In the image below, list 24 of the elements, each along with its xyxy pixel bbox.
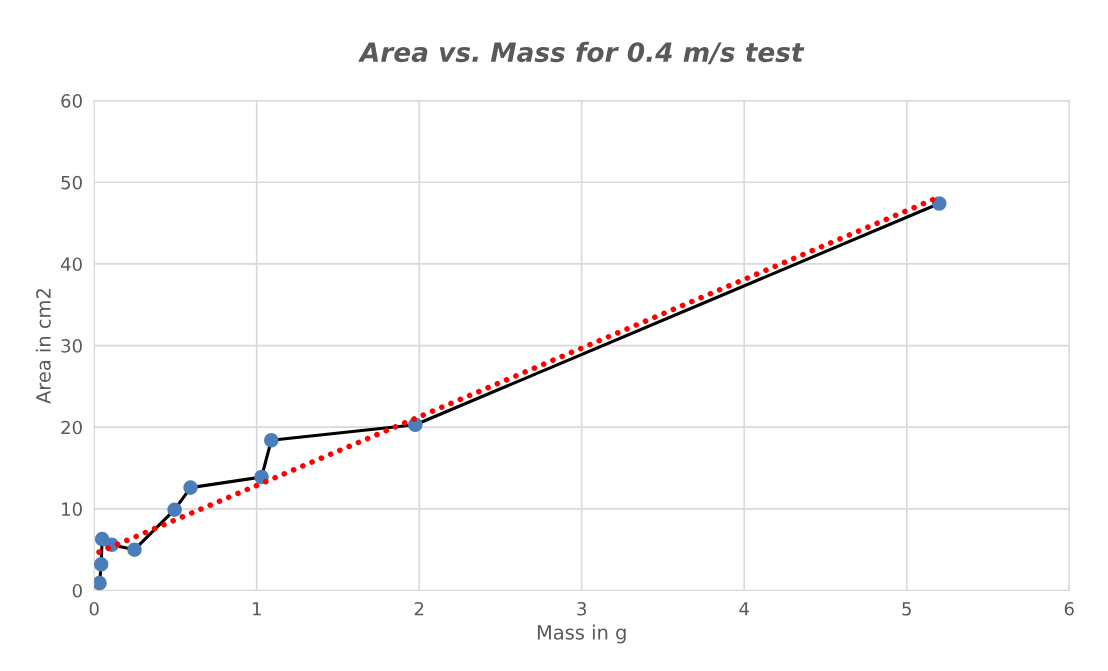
x-tick-label: 0 <box>89 601 99 616</box>
point <box>183 480 198 495</box>
point <box>264 432 279 448</box>
x-tick-label: 5 <box>902 602 911 616</box>
point <box>167 502 182 517</box>
point <box>94 557 109 572</box>
x-tick-label: 2 <box>414 601 424 616</box>
x-axis-title: Mass in g <box>537 624 626 644</box>
x-tick-label: 3 <box>577 601 586 616</box>
x-tick-label: 4 <box>739 602 749 616</box>
point <box>931 196 947 211</box>
y-tick-label: 0 <box>72 583 82 598</box>
chart-title: Area vs. Mass for 0.4 m/s test <box>358 41 805 65</box>
point <box>127 542 142 557</box>
point <box>94 575 107 591</box>
y-tick-label: 60 <box>61 94 82 108</box>
y-axis-title: Area in cm2 <box>35 289 51 404</box>
y-tick-label: 20 <box>61 420 82 435</box>
x-tick-label: 6 <box>1064 601 1074 616</box>
y-tick-label: 50 <box>61 175 82 190</box>
y-tick-label: 40 <box>60 257 82 272</box>
y-tick-label: 10 <box>62 502 82 516</box>
y-tick-label: 30 <box>61 339 82 353</box>
x-tick-label: 1 <box>252 602 261 616</box>
